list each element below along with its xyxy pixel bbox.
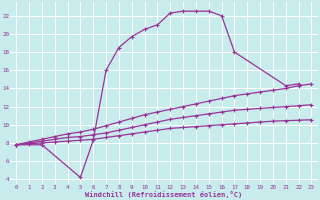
X-axis label: Windchill (Refroidissement éolien,°C): Windchill (Refroidissement éolien,°C) [85, 191, 243, 198]
